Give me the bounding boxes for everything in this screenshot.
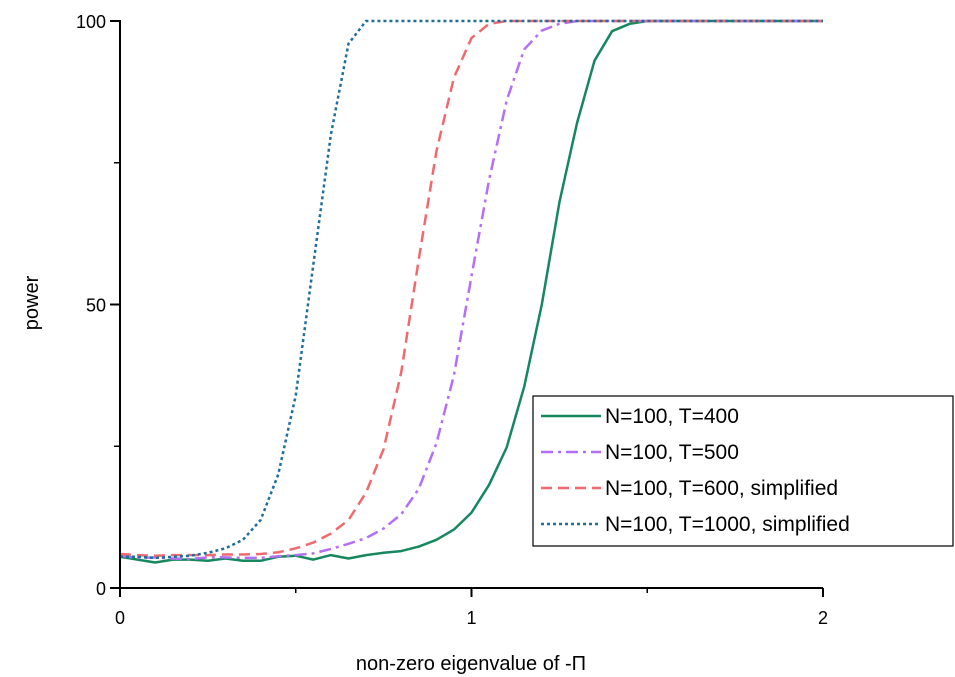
- y-tick-label-1: 50: [86, 296, 106, 316]
- series-line-2: [119, 19, 823, 561]
- y-tick-label-0: 0: [96, 579, 106, 599]
- series-layer: [119, 19, 823, 564]
- x-axis-label: non-zero eigenvalue of -Π: [356, 653, 586, 675]
- legend-label-1: N=100, T=400: [605, 405, 739, 428]
- x-tick-label-1: 1: [466, 608, 476, 628]
- axes-layer: 0 1 2 0 50 100: [76, 12, 828, 628]
- legend-box: [532, 395, 954, 547]
- x-tick-label-0: 0: [115, 608, 125, 628]
- x-tick-label-2: 2: [818, 608, 828, 628]
- series-line-3: [119, 19, 823, 557]
- legend: N=100, T=400 N=100, T=500 N=100, T=600, si…: [532, 395, 954, 547]
- y-axis-label: power: [21, 275, 43, 330]
- legend-label-4: N=100, T=1000, simplified: [605, 513, 850, 536]
- y-tick-label-2: 100: [76, 12, 106, 32]
- series-line-4: [120, 19, 823, 560]
- legend-label-2: N=100, T=500: [605, 441, 739, 464]
- series-line-1: [119, 19, 823, 564]
- legend-label-3: N=100, T=600, simplified: [605, 477, 838, 500]
